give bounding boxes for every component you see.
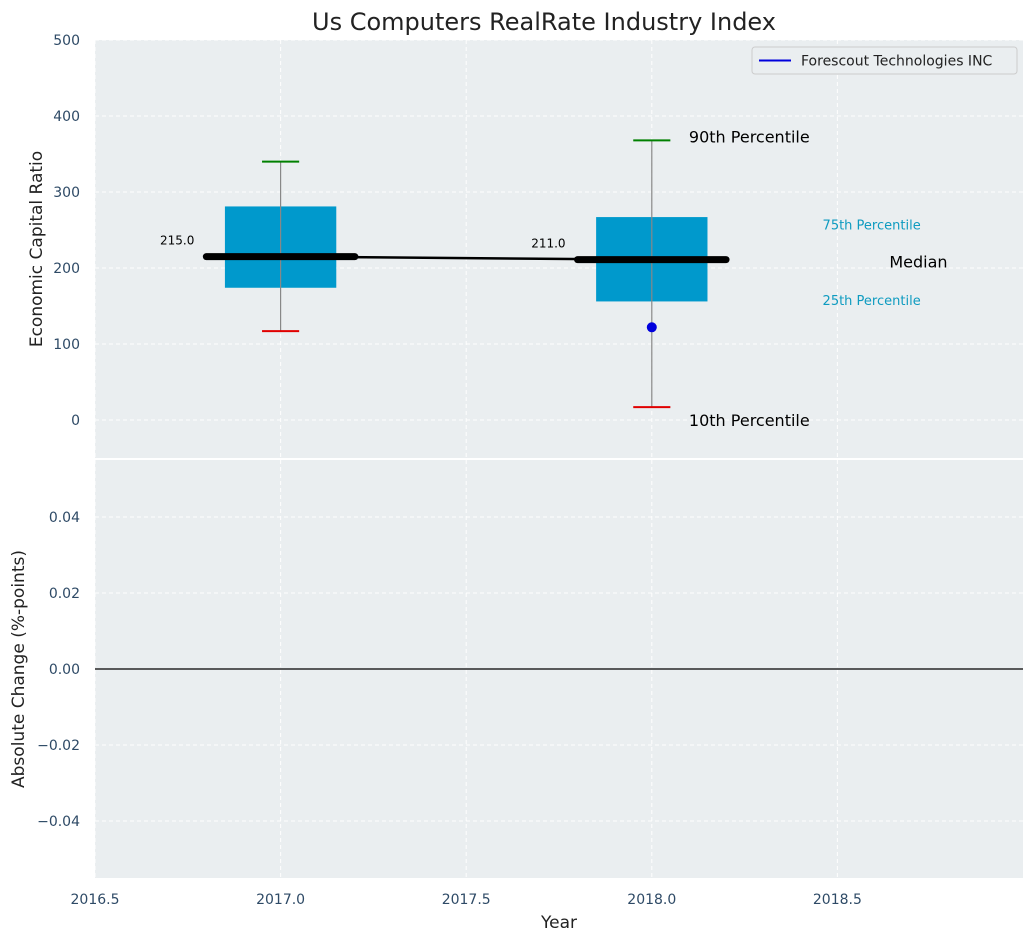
top-y-tick-label: 500 [53, 33, 80, 49]
top-y-tick-label: 100 [53, 337, 80, 353]
x-ticks: 2016.5 2017.0 2017.5 2018.0 2018.5 [71, 892, 862, 908]
top-y-tick-label: 0 [71, 413, 80, 429]
bottom-plot: 0.04 0.02 0.00 −0.02 −0.04 Absolute Change (… [9, 460, 1023, 933]
bottom-y-tick-label: −0.04 [37, 814, 80, 830]
chart-title: Us Computers RealRate Industry Index [312, 8, 776, 36]
top-y-tick-label: 200 [53, 261, 80, 277]
bottom-y-tick-label: 0.00 [49, 662, 80, 678]
top-y-ticks: 0 100 200 300 400 500 [53, 33, 80, 429]
legend: Forescout Technologies INC [751, 46, 1018, 75]
x-axis-label: Year [540, 913, 577, 933]
median-value-label-1: 211.0 [531, 237, 565, 251]
top-y-tick-label: 400 [53, 109, 80, 125]
top-y-tick-label: 300 [53, 185, 80, 201]
legend-label: Forescout Technologies INC [801, 54, 993, 70]
annotation-25th-percentile: 25th Percentile [823, 294, 921, 309]
median-value-label-0: 215.0 [160, 234, 194, 248]
x-tick-label: 2018.5 [813, 892, 862, 908]
x-tick-label: 2016.5 [71, 892, 120, 908]
annotation-75th-percentile: 75th Percentile [823, 219, 921, 234]
percentile-annotations: 90th Percentile 75th Percentile Median 2… [689, 127, 948, 429]
legend-box [751, 46, 1018, 75]
x-tick-label: 2018.0 [627, 892, 676, 908]
top-y-axis-label: Economic Capital Ratio [27, 151, 47, 347]
median-trend-line [280, 255, 652, 261]
annotation-10th-percentile: 10th Percentile [689, 411, 810, 430]
bottom-y-tick-label: 0.04 [49, 510, 80, 526]
company-point-0-0 [646, 322, 657, 333]
boxplots: 215.0 211.0 [160, 139, 730, 409]
bottom-y-axis-label: Absolute Change (%-points) [9, 550, 29, 788]
bottom-y-tick-label: −0.02 [37, 738, 80, 754]
bottom-y-ticks: 0.04 0.02 0.00 −0.02 −0.04 [37, 510, 80, 830]
annotation-median: Median [889, 253, 947, 272]
x-tick-label: 2017.0 [256, 892, 305, 908]
bottom-y-tick-label: 0.02 [49, 586, 80, 602]
annotation-90th-percentile: 90th Percentile [689, 127, 810, 146]
x-tick-label: 2017.5 [442, 892, 491, 908]
